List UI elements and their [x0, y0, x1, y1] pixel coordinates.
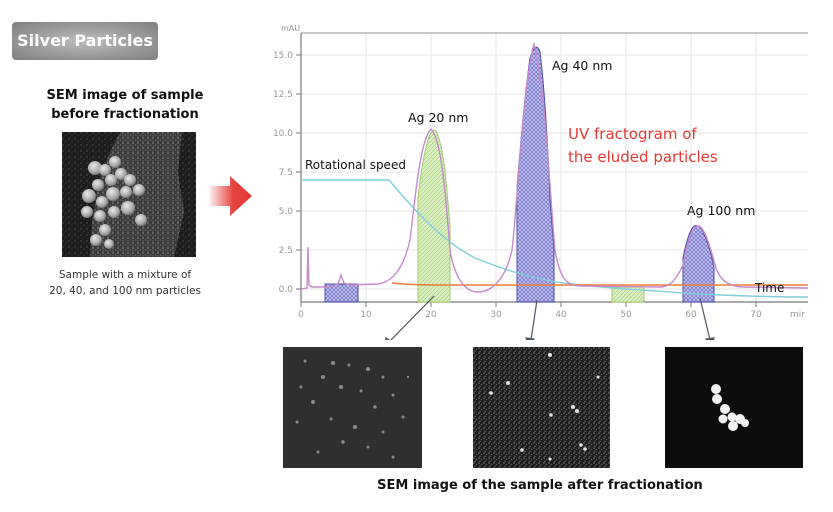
- arrow-head-icon: [525, 337, 535, 340]
- y-unit-label: mAU: [281, 24, 300, 33]
- svg-text:10.0: 10.0: [273, 129, 293, 139]
- connector-arrows: [384, 295, 715, 340]
- caption-line-2: 20, 40, and 100 nm particles: [49, 285, 201, 297]
- svg-text:20: 20: [425, 310, 437, 320]
- svg-text:60: 60: [685, 310, 697, 320]
- sem-image-ag20: [283, 347, 422, 468]
- svg-text:2.5: 2.5: [279, 246, 293, 256]
- svg-text:30: 30: [490, 310, 502, 320]
- section-badge: Silver Particles: [12, 22, 158, 60]
- arrow-head-icon: [704, 337, 715, 340]
- title-line-1: SEM image of sample: [46, 88, 204, 103]
- x-ticks: [300, 302, 757, 307]
- rotational-speed-label: Rotational speed: [305, 158, 406, 172]
- svg-text:12.5: 12.5: [273, 90, 293, 100]
- before-fractionation-caption: Sample with a mixture of 20, 40, and 100…: [20, 267, 230, 299]
- peak-label-ag40: Ag 40 nm: [552, 58, 612, 73]
- svg-text:40: 40: [555, 310, 567, 320]
- arrow-head-icon: [384, 337, 391, 340]
- fractogram-annotation-line-2: the eluded particles: [568, 148, 718, 166]
- fraction-ag20: [417, 129, 451, 303]
- svg-text:0: 0: [298, 310, 304, 320]
- y-tick-labels: 15.0 12.5 10.0 7.5 5.0 2.5 0.0: [273, 51, 293, 295]
- sem-image-ag100: [665, 347, 803, 468]
- fraction-ag40: [516, 46, 555, 303]
- svg-text:50: 50: [620, 310, 632, 320]
- before-fractionation-title: SEM image of sample before fractionation: [20, 86, 230, 124]
- fractogram-annotation-line-1: UV fractogram of: [568, 125, 697, 143]
- time-baseline: [391, 282, 808, 286]
- x-tick-labels: 0 10 20 30 40 50 60 70: [298, 310, 762, 320]
- svg-text:5.0: 5.0: [279, 207, 294, 217]
- title-line-2: before fractionation: [51, 107, 199, 122]
- uv-fractogram-chart: 15.0 12.5 10.0 7.5 5.0 2.5 0.0 mAU 0 10 …: [273, 24, 809, 340]
- fraction-regions: [324, 46, 715, 303]
- fraction-ag100: [682, 225, 715, 303]
- y-ticks: [296, 54, 301, 290]
- svg-text:70: 70: [750, 310, 762, 320]
- uv-signal-trace: [300, 41, 809, 293]
- chart-grid: [301, 33, 808, 302]
- after-fractionation-caption: SEM image of the sample after fractionat…: [377, 478, 703, 493]
- time-label: Time: [754, 281, 784, 295]
- sem-image-before: [62, 132, 196, 257]
- sem-image-ag40: [473, 347, 610, 468]
- svg-text:15.0: 15.0: [273, 51, 293, 61]
- svg-text:0.0: 0.0: [279, 285, 294, 295]
- svg-text:7.5: 7.5: [279, 168, 293, 178]
- peak-label-ag100: Ag 100 nm: [687, 203, 755, 218]
- right-arrow-icon: [210, 176, 252, 216]
- fraction-1: [324, 283, 359, 303]
- peak-label-ag20: Ag 20 nm: [408, 110, 468, 125]
- x-unit-label: mir: [790, 310, 805, 320]
- svg-text:10: 10: [360, 310, 372, 320]
- caption-line-1: Sample with a mixture of: [58, 269, 192, 281]
